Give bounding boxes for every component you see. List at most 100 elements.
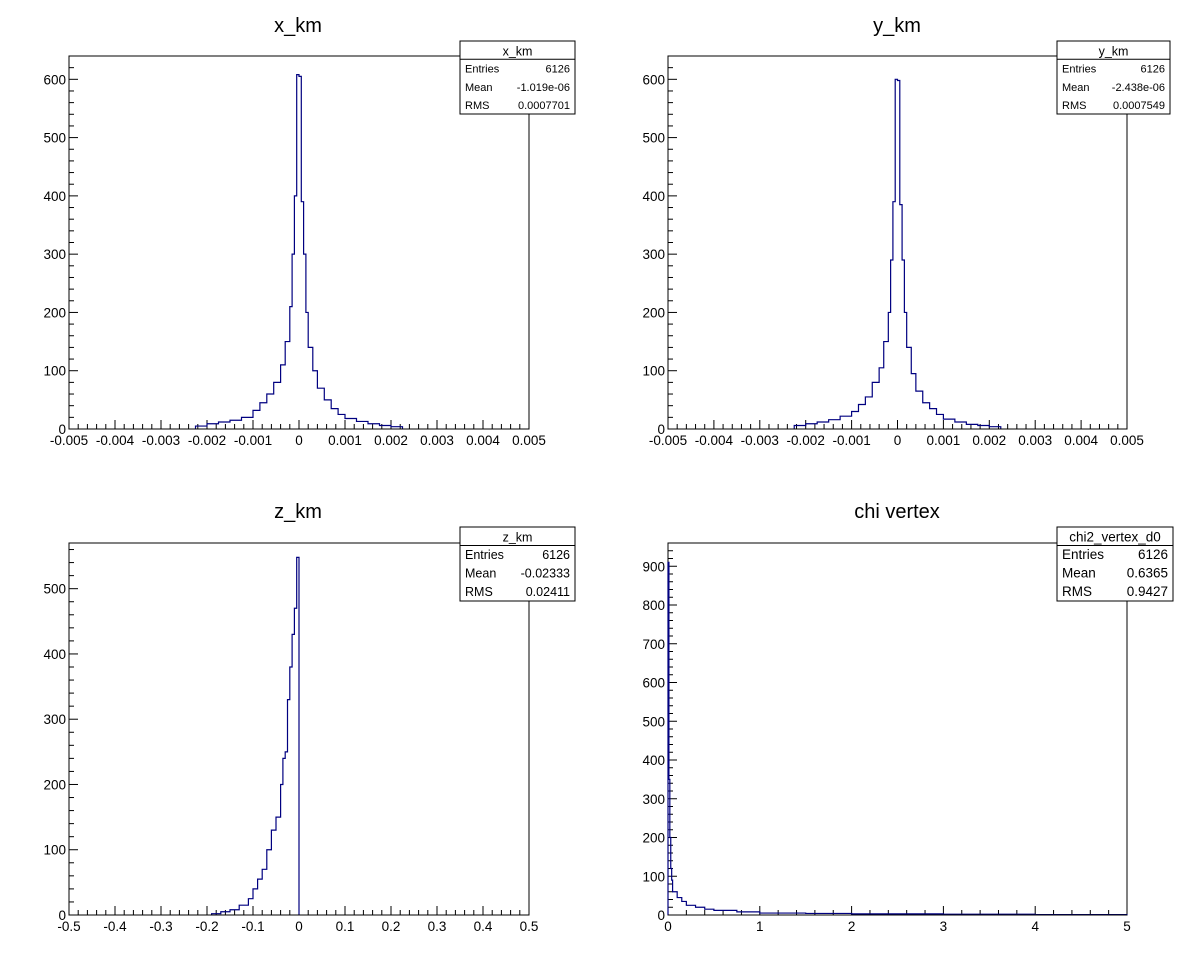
stats-row-label: Mean	[465, 567, 496, 581]
y-tick-label: 100	[43, 364, 66, 379]
x-tick-label: -0.001	[234, 433, 272, 448]
chart-title: x_km	[274, 15, 322, 37]
y-km-pad: y_km -0.005 -0.004 -0.003 -0.002 -0.001 0 0.00…	[642, 15, 1171, 448]
stats-row-label: RMS	[465, 585, 493, 599]
x-tick-label: -0.001	[832, 433, 870, 448]
stats-row-value: -0.02333	[521, 567, 570, 581]
stats-row-label: Entries	[1062, 64, 1097, 76]
stats-box-title: y_km	[1099, 44, 1129, 58]
stats-row-value: 6126	[546, 64, 570, 76]
x-tick-label: 0.003	[1018, 433, 1052, 448]
x-tick-label: -0.005	[649, 433, 687, 448]
y-tick-label: 100	[43, 843, 66, 858]
y-tick-label: 0	[657, 422, 665, 437]
y-tick-label: 300	[642, 247, 665, 262]
x-tick-label: 0.004	[1064, 433, 1098, 448]
x-tick-label: -0.5	[57, 919, 80, 934]
x-tick-label: 5	[1123, 919, 1131, 934]
stats-row-value: 0.02411	[526, 585, 570, 599]
x-tick-label: -0.4	[103, 919, 127, 934]
histogram-series	[194, 74, 404, 429]
stats-row-value: -1.019e-06	[517, 82, 570, 94]
y-tick-label: 200	[642, 305, 665, 320]
x-km-pad: x_km -0.005 -0.004 -0.003 -0.002 -0.001 0 0.00…	[43, 15, 576, 448]
x-tick-label: -0.002	[787, 433, 825, 448]
y-tick-label: 400	[642, 753, 665, 768]
stats-row-value: 6126	[542, 548, 570, 562]
x-tick-label: 0.004	[466, 433, 500, 448]
stats-box-frame	[1056, 526, 1174, 602]
stats-row-label: Entries	[465, 548, 504, 562]
y-tick-label: 600	[642, 676, 665, 691]
chi-vertex-pad: chi vertex 0 1 2 3 4 5 0 100 200 300 400 500 600 700 8…	[642, 501, 1174, 934]
stats-row-label: Mean	[1062, 566, 1096, 581]
y-tick-label: 600	[43, 72, 66, 87]
y-tick-label: 500	[642, 131, 665, 146]
y-tick-label: 300	[43, 247, 66, 262]
stats-row-value: 0.0007549	[1113, 100, 1165, 112]
stats-row-value: 6126	[1141, 64, 1165, 76]
z-km-pad: z_km -0.5 -0.4 -0.3 -0.2 -0.1 0 0.1 0.2 0.3 0.4 0.…	[43, 501, 576, 934]
x-tick-label: -0.003	[741, 433, 779, 448]
stats-row-label: Entries	[1062, 547, 1104, 562]
chart-title: z_km	[274, 501, 322, 523]
stats-row-label: Mean	[1062, 82, 1090, 94]
x-tick-label: 0.005	[1110, 433, 1144, 448]
x-tick-label: 0.001	[927, 433, 961, 448]
x-tick-label: -0.004	[96, 433, 135, 448]
chart-title: y_km	[873, 15, 921, 37]
stats-row-value: 0.9427	[1127, 584, 1168, 599]
x-tick-label: -0.3	[149, 919, 172, 934]
chart-title: chi vertex	[854, 501, 940, 523]
stats-row-value: -2.438e-06	[1112, 82, 1165, 94]
x-tick-label: -0.1	[241, 919, 264, 934]
stats-box-frame	[1056, 40, 1171, 115]
stats-row-value: 0.6365	[1127, 566, 1168, 581]
stats-box: z_km Entries 6126 Mean -0.02333 RMS 0.02411	[459, 526, 576, 602]
stats-row-label: Mean	[465, 82, 493, 94]
histogram-series	[211, 556, 300, 915]
stats-row-label: Entries	[465, 64, 500, 76]
x-tick-label: 0.2	[382, 919, 401, 934]
stats-row-value: 6126	[1138, 547, 1168, 562]
x-tick-label: -0.003	[142, 433, 180, 448]
x-tick-label: 0	[664, 919, 672, 934]
y-tick-label: 800	[642, 598, 665, 613]
x-tick-label: 0.3	[428, 919, 447, 934]
y-tick-label: 300	[642, 792, 665, 807]
y-tick-label: 200	[642, 831, 665, 846]
x-tick-label: 0.002	[972, 433, 1006, 448]
stats-box: chi2_vertex_d0 Entries 6126 Mean 0.6365 RMS 0.…	[1056, 526, 1174, 602]
x-tick-label: -0.005	[50, 433, 88, 448]
x-tick-label: 0	[295, 433, 303, 448]
stats-box-title: z_km	[503, 531, 533, 545]
x-tick-label: 2	[848, 919, 856, 934]
stats-row-label: RMS	[465, 100, 489, 112]
y-tick-label: 500	[43, 131, 66, 146]
y-tick-label: 700	[642, 637, 665, 652]
x-tick-label: 0.005	[512, 433, 546, 448]
stats-row-label: RMS	[1062, 100, 1086, 112]
x-tick-label: -0.002	[188, 433, 226, 448]
histogram-series	[793, 78, 1002, 429]
x-tick-label: 0.001	[328, 433, 362, 448]
x-tick-label: 0.4	[474, 919, 493, 934]
x-tick-label: -0.2	[195, 919, 218, 934]
stats-row-label: RMS	[1062, 584, 1092, 599]
x-tick-label: 3	[940, 919, 948, 934]
y-tick-label: 200	[43, 777, 66, 792]
x-tick-label: 0.5	[520, 919, 539, 934]
x-tick-label: 0	[295, 919, 303, 934]
x-tick-label: 0	[894, 433, 902, 448]
y-tick-label: 500	[43, 582, 66, 597]
x-tick-label: 1	[756, 919, 764, 934]
stats-box-frame	[459, 526, 576, 602]
x-tick-label: 4	[1031, 919, 1039, 934]
stats-box-title: x_km	[503, 44, 533, 58]
stats-row-value: 0.0007701	[518, 100, 570, 112]
y-tick-label: 500	[642, 714, 665, 729]
y-tick-label: 400	[43, 647, 66, 662]
